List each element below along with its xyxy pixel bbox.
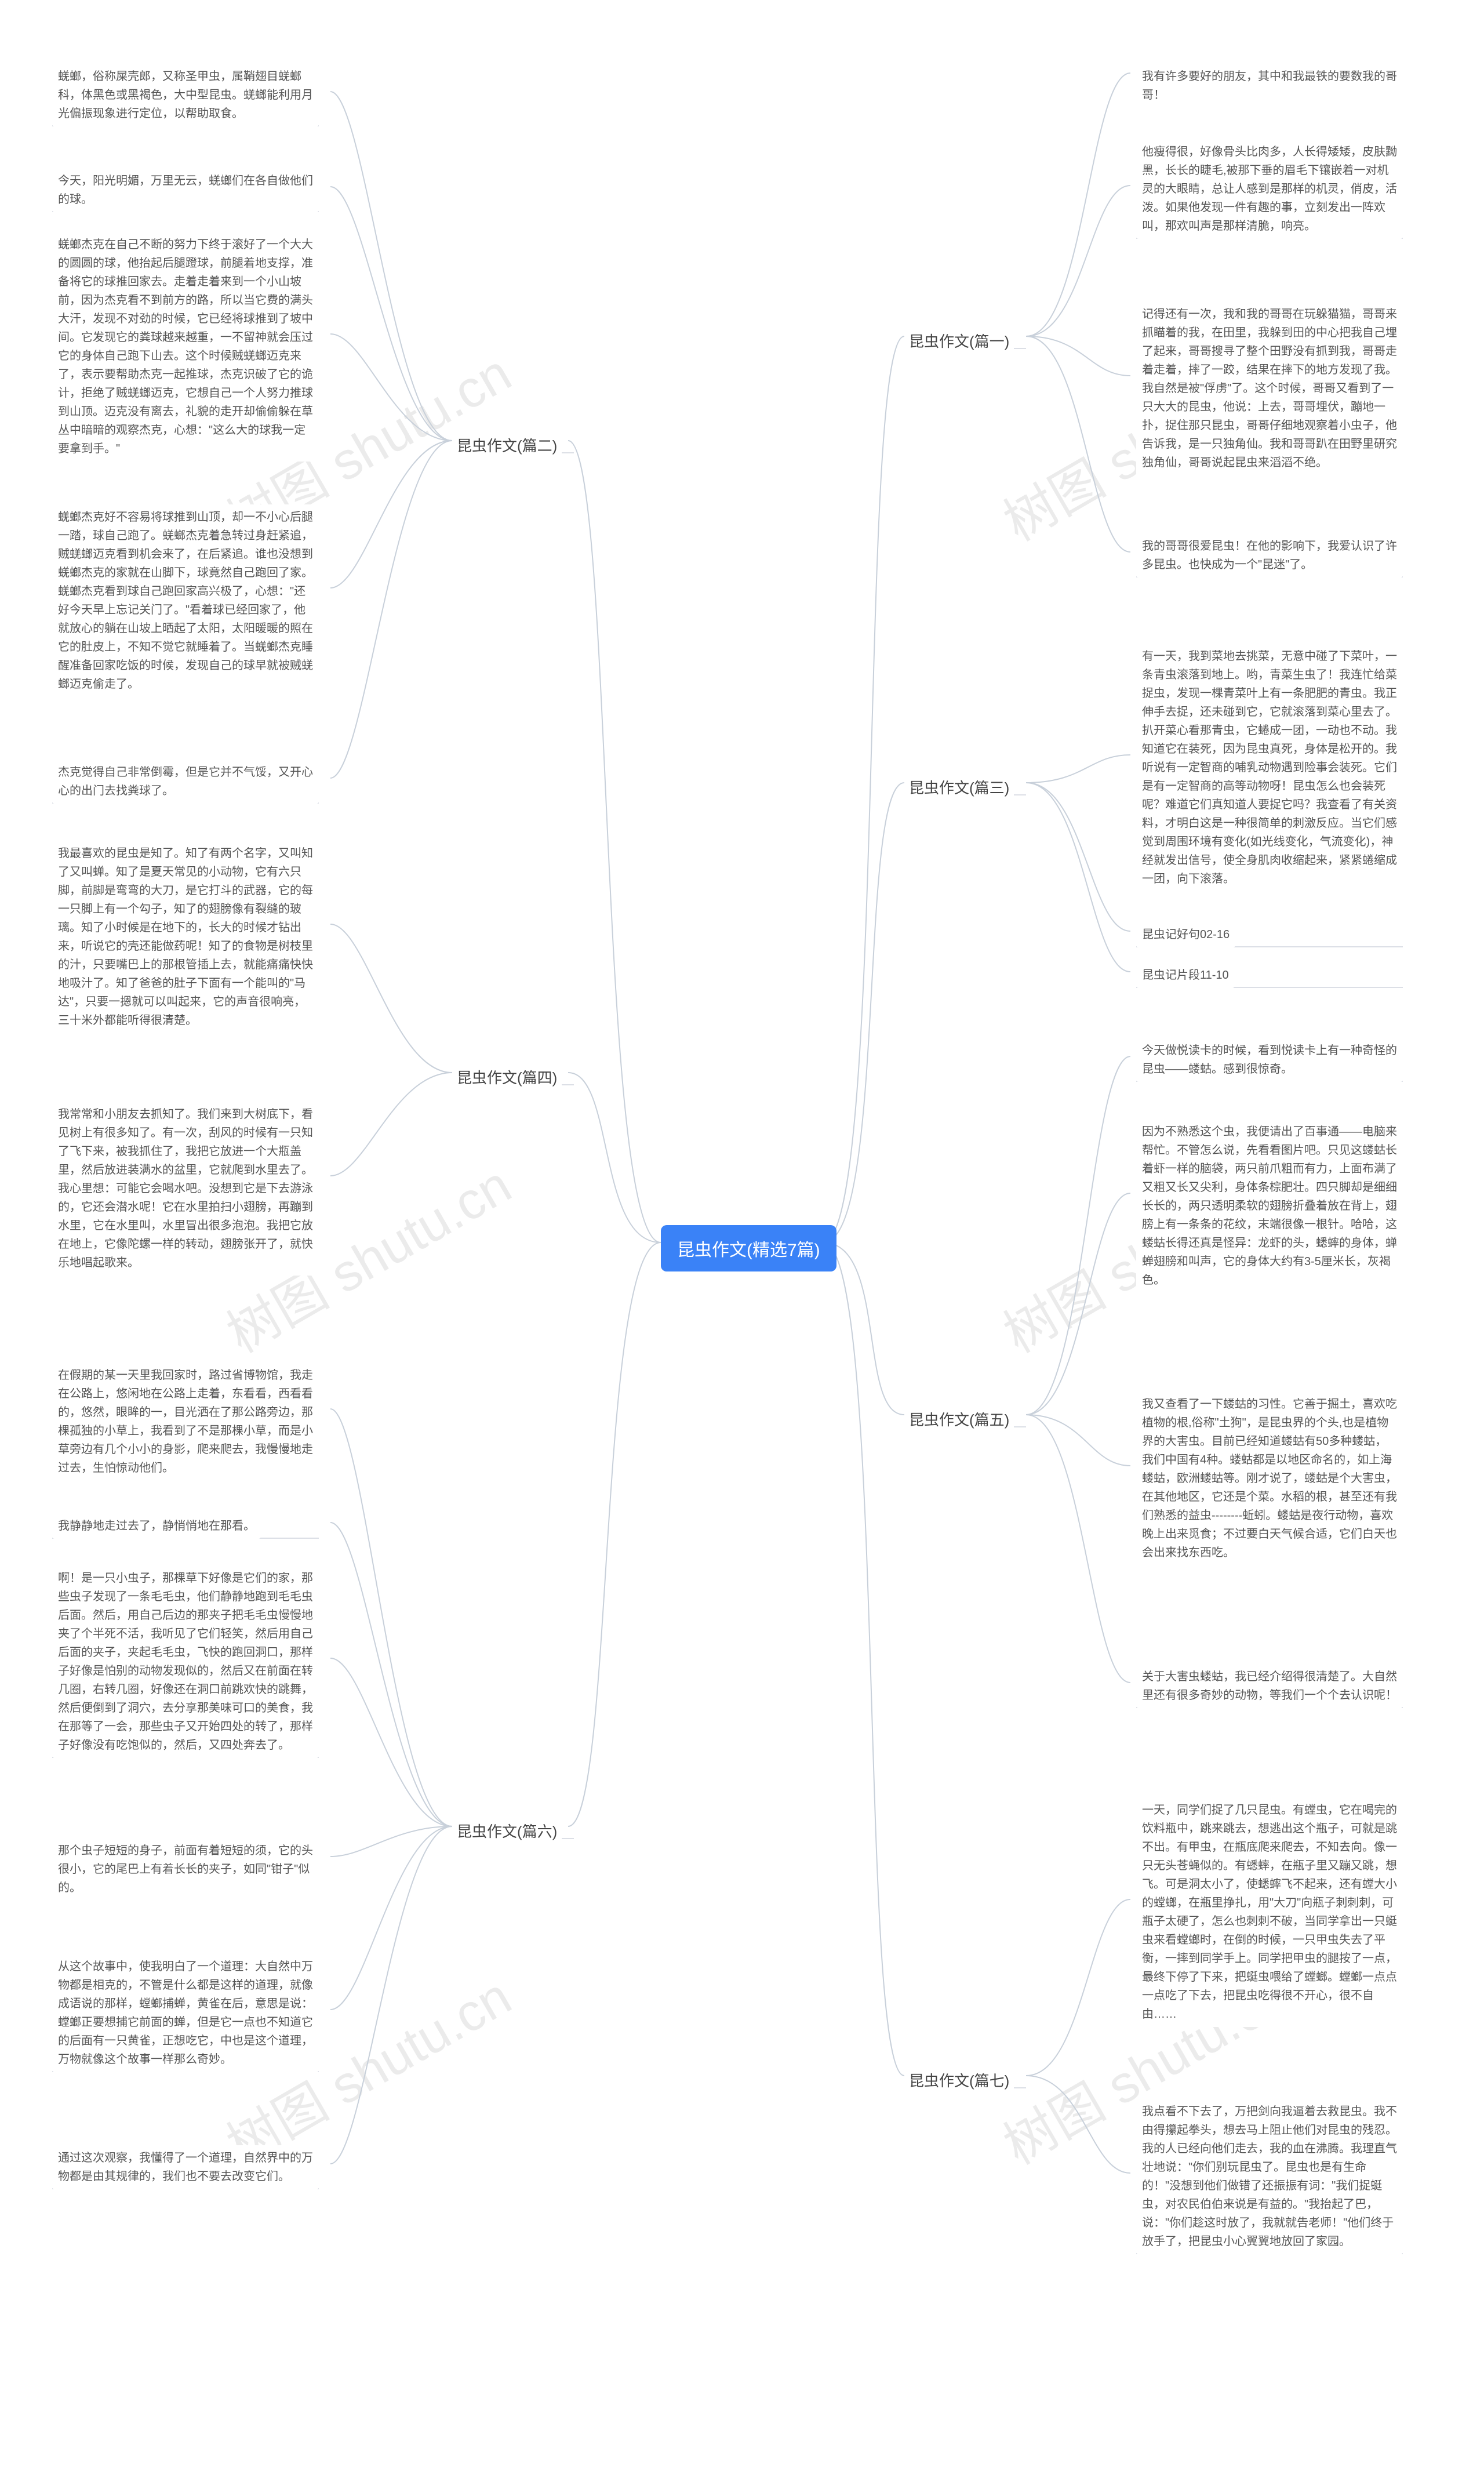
- leaf-node: 记得还有一次，我和我的哥哥在玩躲猫猫，哥哥来抓瞄着的我，在田里，我躲到田的中心把…: [1136, 301, 1403, 475]
- leaf-node: 我点看不下去了，万把剑向我逼着去救昆虫。我不由得攥起拳头，想去马上阻止他们对昆虫…: [1136, 2099, 1403, 2254]
- branch-label: 昆虫作文(篇五): [904, 1406, 1014, 1432]
- leaf-node: 从这个故事中，使我明白了一个道理：大自然中万物都是相克的，不管是什么都是这样的道…: [52, 1954, 319, 2072]
- leaf-node: 蜣螂杰克在自己不断的努力下终于滚好了一个大大的圆圆的球，他抬起后腿蹬球，前腿着地…: [52, 232, 319, 462]
- leaf-node: 有一天，我到菜地去挑菜，无意中碰了下菜叶，一条青虫滚落到地上。哟，青菜生虫了！我…: [1136, 644, 1403, 892]
- branch-label: 昆虫作文(篇六): [452, 1818, 562, 1844]
- leaf-node: 关于大害虫蝼蛄，我已经介绍得很清楚了。大自然里还有很多奇妙的动物，等我们一个个去…: [1136, 1664, 1403, 1708]
- leaf-node: 通过这次观察，我懂得了一个道理，自然界中的万物都是由其规律的，我们也不要去改变它…: [52, 2145, 319, 2189]
- center-node: 昆虫作文(精选7篇): [661, 1225, 836, 1271]
- leaf-node: 我最喜欢的昆虫是知了。知了有两个名字，又叫知了又叫蝉。知了是夏天常见的小动物，它…: [52, 841, 319, 1033]
- branch-label: 昆虫作文(篇一): [904, 328, 1014, 354]
- leaf-node: 在假期的某一天里我回家时，路过省博物馆，我走在公路上，悠闲地在公路上走着，东看看…: [52, 1363, 319, 1481]
- branch-label: 昆虫作文(篇四): [452, 1064, 562, 1090]
- leaf-node: 他瘦得很，好像骨头比肉多，人长得矮矮，皮肤黝黑，长长的睫毛,被那下垂的眉毛下镶嵌…: [1136, 139, 1403, 239]
- leaf-node: 昆虫记片段11-10: [1136, 962, 1235, 988]
- leaf-node: 昆虫记好句02-16: [1136, 922, 1235, 947]
- leaf-node: 啊！是一只小虫子，那棵草下好像是它们的家，那些虫子发现了一条毛毛虫，他们静静地跑…: [52, 1565, 319, 1758]
- leaf-node: 今天做悦读卡的时候，看到悦读卡上有一种奇怪的昆虫——蝼蛄。感到很惊奇。: [1136, 1038, 1403, 1082]
- leaf-node: 一天，同学们捉了几只昆虫。有螳虫，它在喝完的饮料瓶中，跳来跳去，想逃出这个瓶子，…: [1136, 1797, 1403, 2027]
- leaf-node: 那个虫子短短的身子，前面有着短短的须，它的头很小，它的尾巴上有着长长的夹子，如同…: [52, 1838, 319, 1901]
- leaf-node: 我有许多要好的朋友，其中和我最铁的要数我的哥哥！: [1136, 64, 1403, 108]
- branch-label: 昆虫作文(篇二): [452, 432, 562, 458]
- leaf-node: 我常常和小朋友去抓知了。我们来到大树底下，看见树上有很多知了。有一次，刮风的时候…: [52, 1102, 319, 1276]
- leaf-node: 蜣螂，俗称屎壳郎，又称圣甲虫，属鞘翅目蜣螂科，体黑色或黑褐色，大中型昆虫。蜣螂能…: [52, 64, 319, 126]
- leaf-node: 我又查看了一下蝼蛄的习性。它善于掘土，喜欢吃植物的根,俗称"土狗"，是昆虫界的个…: [1136, 1392, 1403, 1565]
- leaf-node: 因为不熟悉这个虫，我便请出了百事通——电脑来帮忙。不管怎么说，先看看图片吧。只见…: [1136, 1119, 1403, 1293]
- leaf-node: 杰克觉得自己非常倒霉，但是它并不气馁，又开心心的出门去找粪球了。: [52, 760, 319, 804]
- branch-label: 昆虫作文(篇七): [904, 2067, 1014, 2093]
- leaf-node: 蜣螂杰克好不容易将球推到山顶，却一不小心后腿一踏，球自己跑了。蜣螂杰克着急转过身…: [52, 504, 319, 697]
- leaf-node: 我的哥哥很爱昆虫！在他的影响下，我爱认识了许多昆虫。也快成为一个"昆迷"了。: [1136, 533, 1403, 577]
- leaf-node: 今天，阳光明媚，万里无云，蜣螂们在各自做他们的球。: [52, 168, 319, 212]
- branch-label: 昆虫作文(篇三): [904, 774, 1014, 800]
- leaf-node: 我静静地走过去了，静悄悄地在那看。: [52, 1513, 261, 1539]
